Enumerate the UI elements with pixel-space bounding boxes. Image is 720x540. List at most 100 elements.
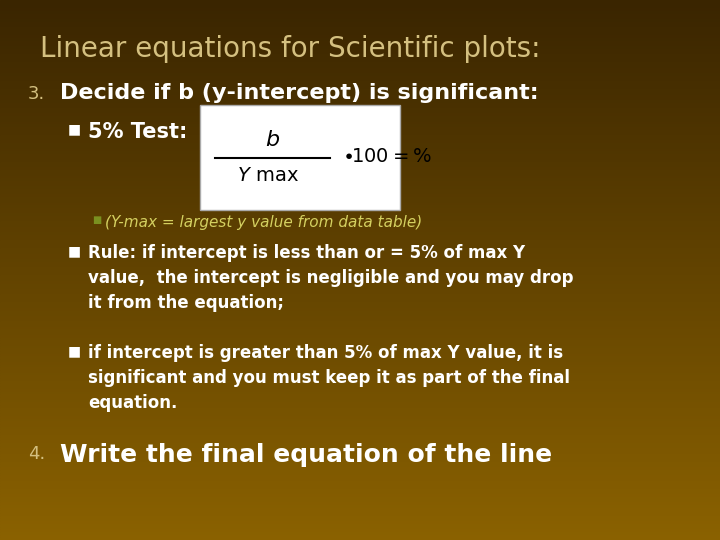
Bar	[0, 192, 720, 194]
Bar	[0, 94, 720, 97]
Text: 5% Test:: 5% Test:	[88, 122, 187, 142]
Bar	[0, 524, 720, 526]
Bar	[0, 340, 720, 343]
Bar	[0, 11, 720, 14]
Bar	[0, 297, 720, 300]
Bar	[0, 319, 720, 321]
Bar	[0, 367, 720, 370]
Bar	[0, 413, 720, 416]
Bar	[0, 375, 720, 378]
Bar	[0, 208, 720, 211]
Bar	[0, 70, 720, 73]
Bar	[0, 86, 720, 89]
Bar	[0, 427, 720, 429]
Bar	[0, 57, 720, 59]
Bar	[0, 68, 720, 70]
Bar	[0, 359, 720, 362]
Bar	[0, 148, 720, 151]
Bar	[0, 216, 720, 219]
Bar	[0, 308, 720, 310]
Bar	[0, 502, 720, 505]
Bar	[0, 265, 720, 267]
Bar	[0, 321, 720, 324]
Text: $b$: $b$	[265, 130, 280, 150]
Bar	[0, 30, 720, 32]
Bar	[0, 54, 720, 57]
Bar	[0, 40, 720, 43]
Bar	[0, 78, 720, 81]
Bar	[0, 383, 720, 386]
Bar	[0, 392, 720, 394]
Bar	[0, 397, 720, 400]
Bar	[0, 49, 720, 51]
Text: if intercept is greater than 5% of max Y value, it is
significant and you must k: if intercept is greater than 5% of max Y…	[88, 344, 570, 412]
Bar	[0, 189, 720, 192]
Bar	[0, 489, 720, 491]
Bar	[0, 38, 720, 40]
Bar	[0, 92, 720, 94]
Bar	[0, 113, 720, 116]
Bar	[0, 351, 720, 354]
Bar	[0, 440, 720, 443]
Bar	[0, 356, 720, 359]
Bar	[0, 178, 720, 181]
Bar	[0, 224, 720, 227]
Bar	[0, 338, 720, 340]
Bar	[0, 410, 720, 413]
Bar	[0, 62, 720, 65]
Bar	[0, 394, 720, 397]
Bar	[0, 346, 720, 348]
Bar	[0, 143, 720, 146]
Bar	[0, 532, 720, 535]
Bar	[0, 0, 720, 3]
Bar	[0, 27, 720, 30]
Bar	[0, 443, 720, 445]
Bar	[0, 491, 720, 494]
Bar	[0, 510, 720, 513]
Bar	[0, 238, 720, 240]
Bar	[0, 537, 720, 540]
Bar	[0, 100, 720, 103]
Bar	[0, 243, 720, 246]
Bar	[0, 456, 720, 459]
Bar	[0, 526, 720, 529]
Bar	[0, 432, 720, 435]
Bar	[0, 286, 720, 289]
Bar	[0, 462, 720, 464]
Bar	[0, 194, 720, 197]
Bar	[0, 170, 720, 173]
Bar	[0, 19, 720, 22]
Bar	[0, 370, 720, 373]
Bar	[0, 154, 720, 157]
Bar	[0, 46, 720, 49]
Bar	[0, 51, 720, 54]
Bar	[0, 103, 720, 105]
Bar	[0, 467, 720, 470]
Bar	[0, 437, 720, 440]
Bar	[0, 176, 720, 178]
Bar	[0, 3, 720, 5]
Bar	[0, 43, 720, 46]
Bar	[0, 405, 720, 408]
Bar	[0, 408, 720, 410]
Bar	[0, 111, 720, 113]
Bar	[0, 157, 720, 159]
Text: Linear equations for Scientific plots:: Linear equations for Scientific plots:	[40, 35, 541, 63]
Bar	[0, 202, 720, 205]
Bar	[0, 505, 720, 508]
Text: $\bullet\!100 = \%$: $\bullet\!100 = \%$	[342, 146, 432, 165]
Bar	[0, 475, 720, 478]
Bar	[0, 362, 720, 364]
Bar	[0, 508, 720, 510]
Bar	[0, 227, 720, 229]
Bar	[0, 211, 720, 213]
Bar	[0, 389, 720, 392]
Bar	[0, 14, 720, 16]
Bar	[0, 108, 720, 111]
Bar	[0, 59, 720, 62]
Bar	[0, 472, 720, 475]
Bar	[0, 116, 720, 119]
Bar	[0, 248, 720, 251]
Bar	[0, 486, 720, 489]
Text: (Y-max = largest y value from data table): (Y-max = largest y value from data table…	[105, 215, 422, 230]
